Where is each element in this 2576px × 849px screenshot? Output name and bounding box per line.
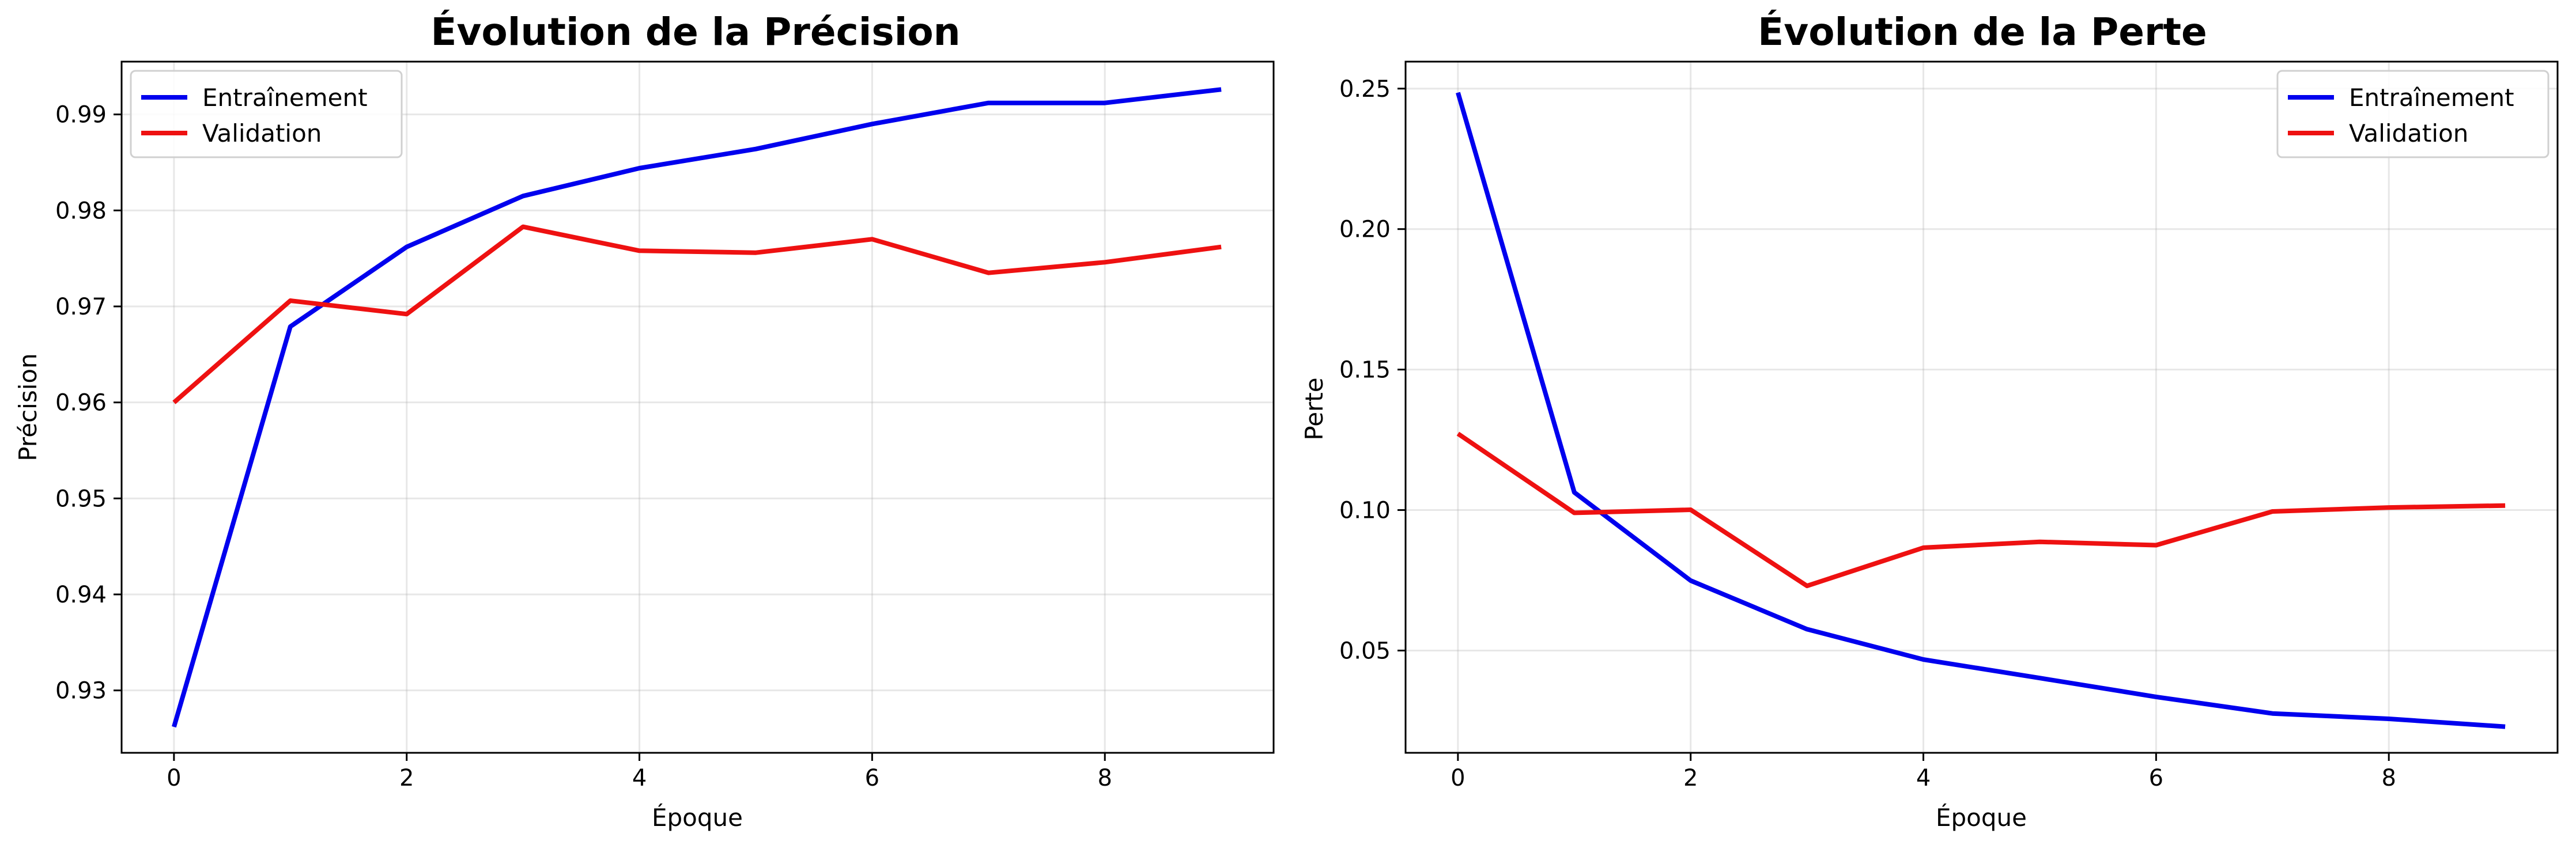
loss-y-tick-label: 0.20: [1339, 217, 1391, 243]
loss-legend-training-label: Entraînement: [2349, 84, 2514, 112]
accuracy-chart-title: Évolution de la Précision: [430, 9, 960, 54]
accuracy-series-lines: [172, 87, 1222, 728]
accuracy-x-tick-label: 2: [399, 765, 414, 791]
loss-y-tick-label: 0.05: [1339, 638, 1391, 664]
loss-x-tick-label: 2: [1683, 765, 1698, 791]
accuracy-y-tick-label: 0.96: [55, 390, 107, 416]
loss-series-validation-line: [1456, 431, 2506, 589]
loss-legend-validation-label: Validation: [2349, 119, 2468, 147]
accuracy-y-ticks: 0.93 0.94 0.95 0.96 0.97 0.98 0.99: [55, 102, 122, 704]
loss-legend: Entraînement Validation: [2276, 70, 2549, 158]
accuracy-y-axis-label: Précision: [14, 353, 42, 461]
loss-plot-frame: [1404, 60, 2559, 754]
accuracy-y-tick-label: 0.97: [55, 294, 107, 320]
loss-gridlines: [1406, 62, 2558, 753]
loss-legend-box: [2276, 70, 2549, 158]
accuracy-plot-frame: [120, 60, 1275, 754]
accuracy-legend-validation-label: Validation: [202, 119, 322, 147]
loss-y-axis-label: Perte: [1300, 377, 1328, 440]
accuracy-x-tick-label: 4: [632, 765, 647, 791]
accuracy-y-tick-label: 0.93: [55, 678, 107, 704]
loss-x-ticks: 0 2 4 6 8: [1451, 753, 2396, 791]
accuracy-x-tick-label: 6: [865, 765, 879, 791]
loss-series-training-line: [1456, 92, 2506, 729]
loss-x-tick-label: 4: [1916, 765, 1931, 791]
accuracy-series-training-line: [172, 87, 1222, 728]
accuracy-legend: Entraînement Validation: [130, 70, 403, 158]
accuracy-x-tick-label: 0: [167, 765, 181, 791]
accuracy-legend-training-label: Entraînement: [202, 84, 368, 112]
accuracy-legend-box: [130, 70, 403, 158]
loss-y-tick-label: 0.25: [1339, 76, 1391, 103]
accuracy-y-tick-label: 0.94: [55, 582, 107, 608]
loss-x-tick-label: 0: [1451, 765, 1465, 791]
loss-x-tick-label: 6: [2149, 765, 2163, 791]
loss-series-lines: [1456, 92, 2506, 729]
loss-y-tick-label: 0.10: [1339, 498, 1391, 524]
accuracy-y-tick-label: 0.98: [55, 198, 107, 224]
accuracy-gridlines: [122, 62, 1274, 753]
accuracy-x-ticks: 0 2 4 6 8: [167, 753, 1112, 791]
loss-y-ticks: 0.05 0.10 0.15 0.20 0.25: [1339, 76, 1406, 664]
loss-chart: Évolution de la Perte 0 2 4 6 8 0.05 0.10 0.15…: [1300, 9, 2559, 832]
accuracy-x-axis-label: Époque: [652, 803, 743, 832]
accuracy-chart: Évolution de la Précision 0 2 4 6 8 0.93 0.94…: [14, 9, 1275, 832]
accuracy-series-validation-line: [172, 224, 1222, 404]
accuracy-y-tick-label: 0.95: [55, 486, 107, 512]
loss-chart-title: Évolution de la Perte: [1758, 9, 2207, 54]
accuracy-x-tick-label: 8: [1097, 765, 1112, 791]
loss-x-axis-label: Époque: [1936, 803, 2027, 832]
loss-y-tick-label: 0.15: [1339, 357, 1391, 384]
accuracy-y-tick-label: 0.99: [55, 102, 107, 128]
loss-x-tick-label: 8: [2381, 765, 2396, 791]
